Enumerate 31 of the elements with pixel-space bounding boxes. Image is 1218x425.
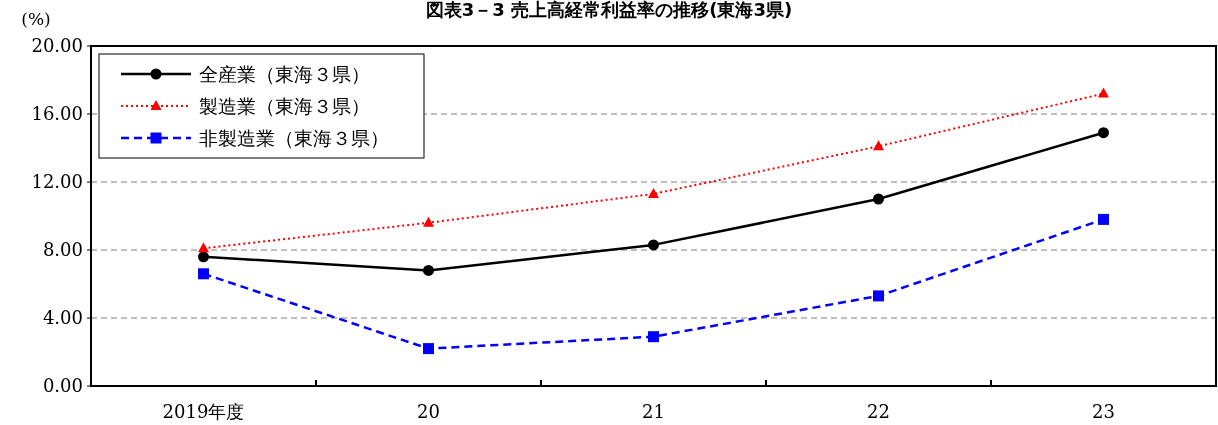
y-tick-label: 0.00 (42, 375, 83, 396)
point (198, 242, 209, 253)
point (648, 239, 659, 251)
point (423, 216, 434, 227)
x-tick-label: 20 (417, 401, 440, 422)
y-tick-label: 16.00 (31, 103, 83, 124)
point (873, 290, 884, 302)
chart-title: 図表3－3 売上高経常利益率の推移(東海3県) (425, 0, 793, 20)
x-tick-label: 22 (867, 401, 890, 422)
point (423, 343, 434, 355)
point (648, 187, 659, 198)
point (1098, 127, 1109, 139)
x-tick-label: 21 (642, 401, 665, 422)
legend-label: 全産業（東海３県） (199, 63, 370, 85)
point (873, 193, 884, 205)
point (873, 140, 884, 151)
point (423, 264, 434, 276)
x-tick-label: 2019年度 (162, 401, 245, 422)
point (648, 331, 659, 343)
legend-label: 製造業（東海３県） (199, 95, 370, 117)
point (198, 268, 209, 280)
x-tick-label: 23 (1092, 401, 1115, 422)
y-tick-label: 12.00 (31, 171, 83, 192)
point (1098, 87, 1109, 98)
legend-label: 非製造業（東海３県） (199, 127, 389, 149)
y-tick-label: 8.00 (42, 239, 83, 260)
point (198, 251, 209, 263)
y-axis-title: (%) (21, 9, 51, 29)
y-tick-label: 20.00 (31, 35, 83, 56)
point (1098, 213, 1109, 225)
y-tick-label: 4.00 (42, 307, 83, 328)
